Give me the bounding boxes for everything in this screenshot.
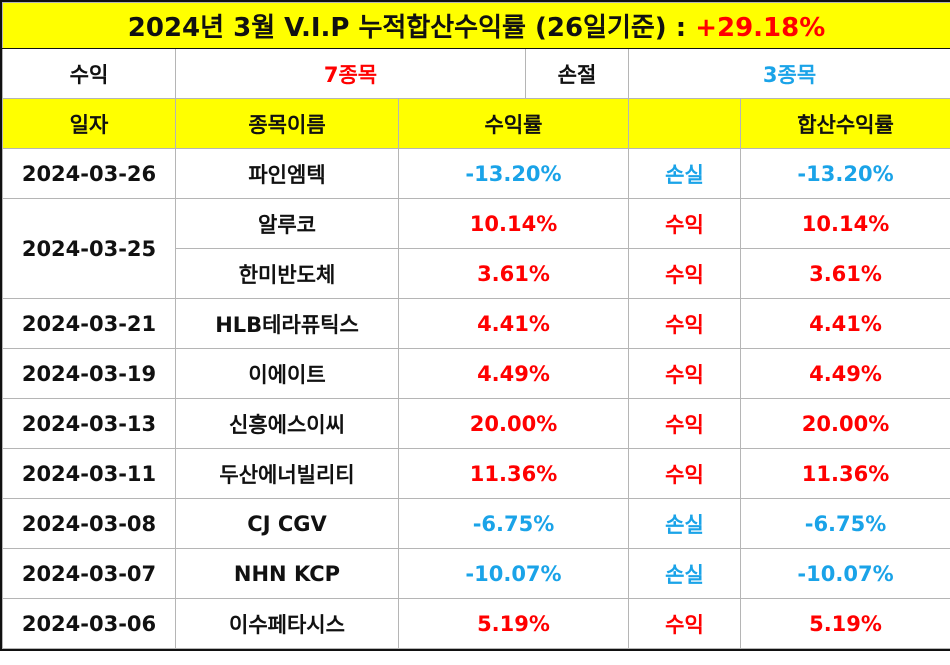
row-total-return: 11.36%	[739, 448, 950, 499]
page-title: 2024년 3월 V.I.P 누적합산수익률 (26일기준) : +29.18%	[1, 2, 950, 49]
row-total-return: 20.00%	[739, 398, 950, 449]
row-return: 4.49%	[398, 348, 629, 399]
row-stock-name: 신흥에스이씨	[175, 398, 399, 449]
row-result: 손실	[628, 498, 741, 549]
header-result	[628, 98, 741, 149]
row-stock-name: 파인엠텍	[175, 148, 399, 199]
row-result: 수익	[628, 448, 741, 499]
row-stock-name: CJ CGV	[175, 498, 399, 549]
row-total-return: 4.49%	[739, 348, 950, 399]
table-row: 2024-03-19 이에이트 4.49% 수익 4.49%	[2, 348, 950, 399]
header-date: 일자	[2, 98, 176, 149]
returns-table: 2024년 3월 V.I.P 누적합산수익률 (26일기준) : +29.18%…	[1, 2, 950, 649]
row-stock-name: 알루코	[175, 198, 399, 249]
row-total-return: 10.14%	[739, 198, 950, 249]
header-return: 수익률	[398, 98, 629, 149]
table-row: 2024-03-11 두산에너빌리티 11.36% 수익 11.36%	[2, 448, 950, 499]
header-total: 합산수익률	[739, 98, 950, 149]
row-stock-name: HLB테라퓨틱스	[175, 298, 399, 349]
row-result: 수익	[628, 398, 741, 449]
row-return: -6.75%	[398, 498, 629, 549]
row-stock-name: 이수페타시스	[175, 598, 399, 649]
row-stock-name: 한미반도체	[175, 248, 399, 299]
title-row: 2024년 3월 V.I.P 누적합산수익률 (26일기준) : +29.18%	[1, 2, 950, 49]
row-date: 2024-03-08	[2, 498, 176, 549]
row-stock-name: 이에이트	[175, 348, 399, 399]
profit-count: 7종목	[175, 48, 526, 99]
row-stock-name: NHN KCP	[175, 548, 399, 599]
row-date: 2024-03-26	[2, 148, 176, 199]
row-date: 2024-03-07	[2, 548, 176, 599]
row-return: -13.20%	[398, 148, 629, 199]
total-return-value: +29.18%	[695, 13, 826, 43]
summary-row: 수익 7종목 손절 3종목	[2, 48, 950, 99]
row-total-return: 5.19%	[739, 598, 950, 649]
row-date: 2024-03-21	[2, 298, 176, 349]
table-row: 2024-03-13 신흥에스이씨 20.00% 수익 20.00%	[2, 398, 950, 449]
row-total-return: -10.07%	[739, 548, 950, 599]
row-result: 수익	[628, 348, 741, 399]
profit-label: 수익	[2, 48, 176, 99]
row-date: 2024-03-19	[2, 348, 176, 399]
row-date: 2024-03-13	[2, 398, 176, 449]
row-return: 11.36%	[398, 448, 629, 499]
row-return: 5.19%	[398, 598, 629, 649]
row-total-return: 4.41%	[739, 298, 950, 349]
row-date: 2024-03-11	[2, 448, 176, 499]
row-result: 수익	[628, 248, 741, 299]
table-row: 2024-03-08 CJ CGV -6.75% 손실 -6.75%	[2, 498, 950, 549]
row-result: 손실	[628, 548, 741, 599]
row-result: 손실	[628, 148, 741, 199]
row-result: 수익	[628, 598, 741, 649]
table-row: 2024-03-07 NHN KCP -10.07% 손실 -10.07%	[2, 548, 950, 599]
row-total-return: -6.75%	[739, 498, 950, 549]
loss-label: 손절	[525, 48, 629, 99]
row-total-return: -13.20%	[739, 148, 950, 199]
title-text: 2024년 3월 V.I.P 누적합산수익률 (26일기준) :	[127, 13, 696, 43]
row-return: 20.00%	[398, 398, 629, 449]
row-date: 2024-03-25	[2, 198, 176, 299]
header-row: 일자 종목이름 수익률 합산수익률	[2, 98, 950, 149]
row-return: 4.41%	[398, 298, 629, 349]
row-stock-name: 두산에너빌리티	[175, 448, 399, 499]
table-row: 2024-03-21 HLB테라퓨틱스 4.41% 수익 4.41%	[2, 298, 950, 349]
row-date: 2024-03-06	[2, 598, 176, 649]
row-return: 3.61%	[398, 248, 629, 299]
returns-table-frame: 2024년 3월 V.I.P 누적합산수익률 (26일기준) : +29.18%…	[0, 0, 950, 651]
row-total-return: 3.61%	[739, 248, 950, 299]
row-result: 수익	[628, 298, 741, 349]
table-body: 2024-03-26 파인엠텍 -13.20% 손실 -13.20% 2024-03-25…	[2, 148, 950, 649]
table-row: 2024-03-26 파인엠텍 -13.20% 손실 -13.20%	[2, 148, 950, 199]
row-return: -10.07%	[398, 548, 629, 599]
row-result: 수익	[628, 198, 741, 249]
row-return: 10.14%	[398, 198, 629, 249]
loss-count: 3종목	[627, 48, 950, 99]
table-row: 2024-03-25 알루코 10.14% 수익 10.14%	[2, 198, 950, 299]
header-name: 종목이름	[175, 98, 399, 149]
table-row: 2024-03-06 이수페타시스 5.19% 수익 5.19%	[2, 598, 950, 649]
